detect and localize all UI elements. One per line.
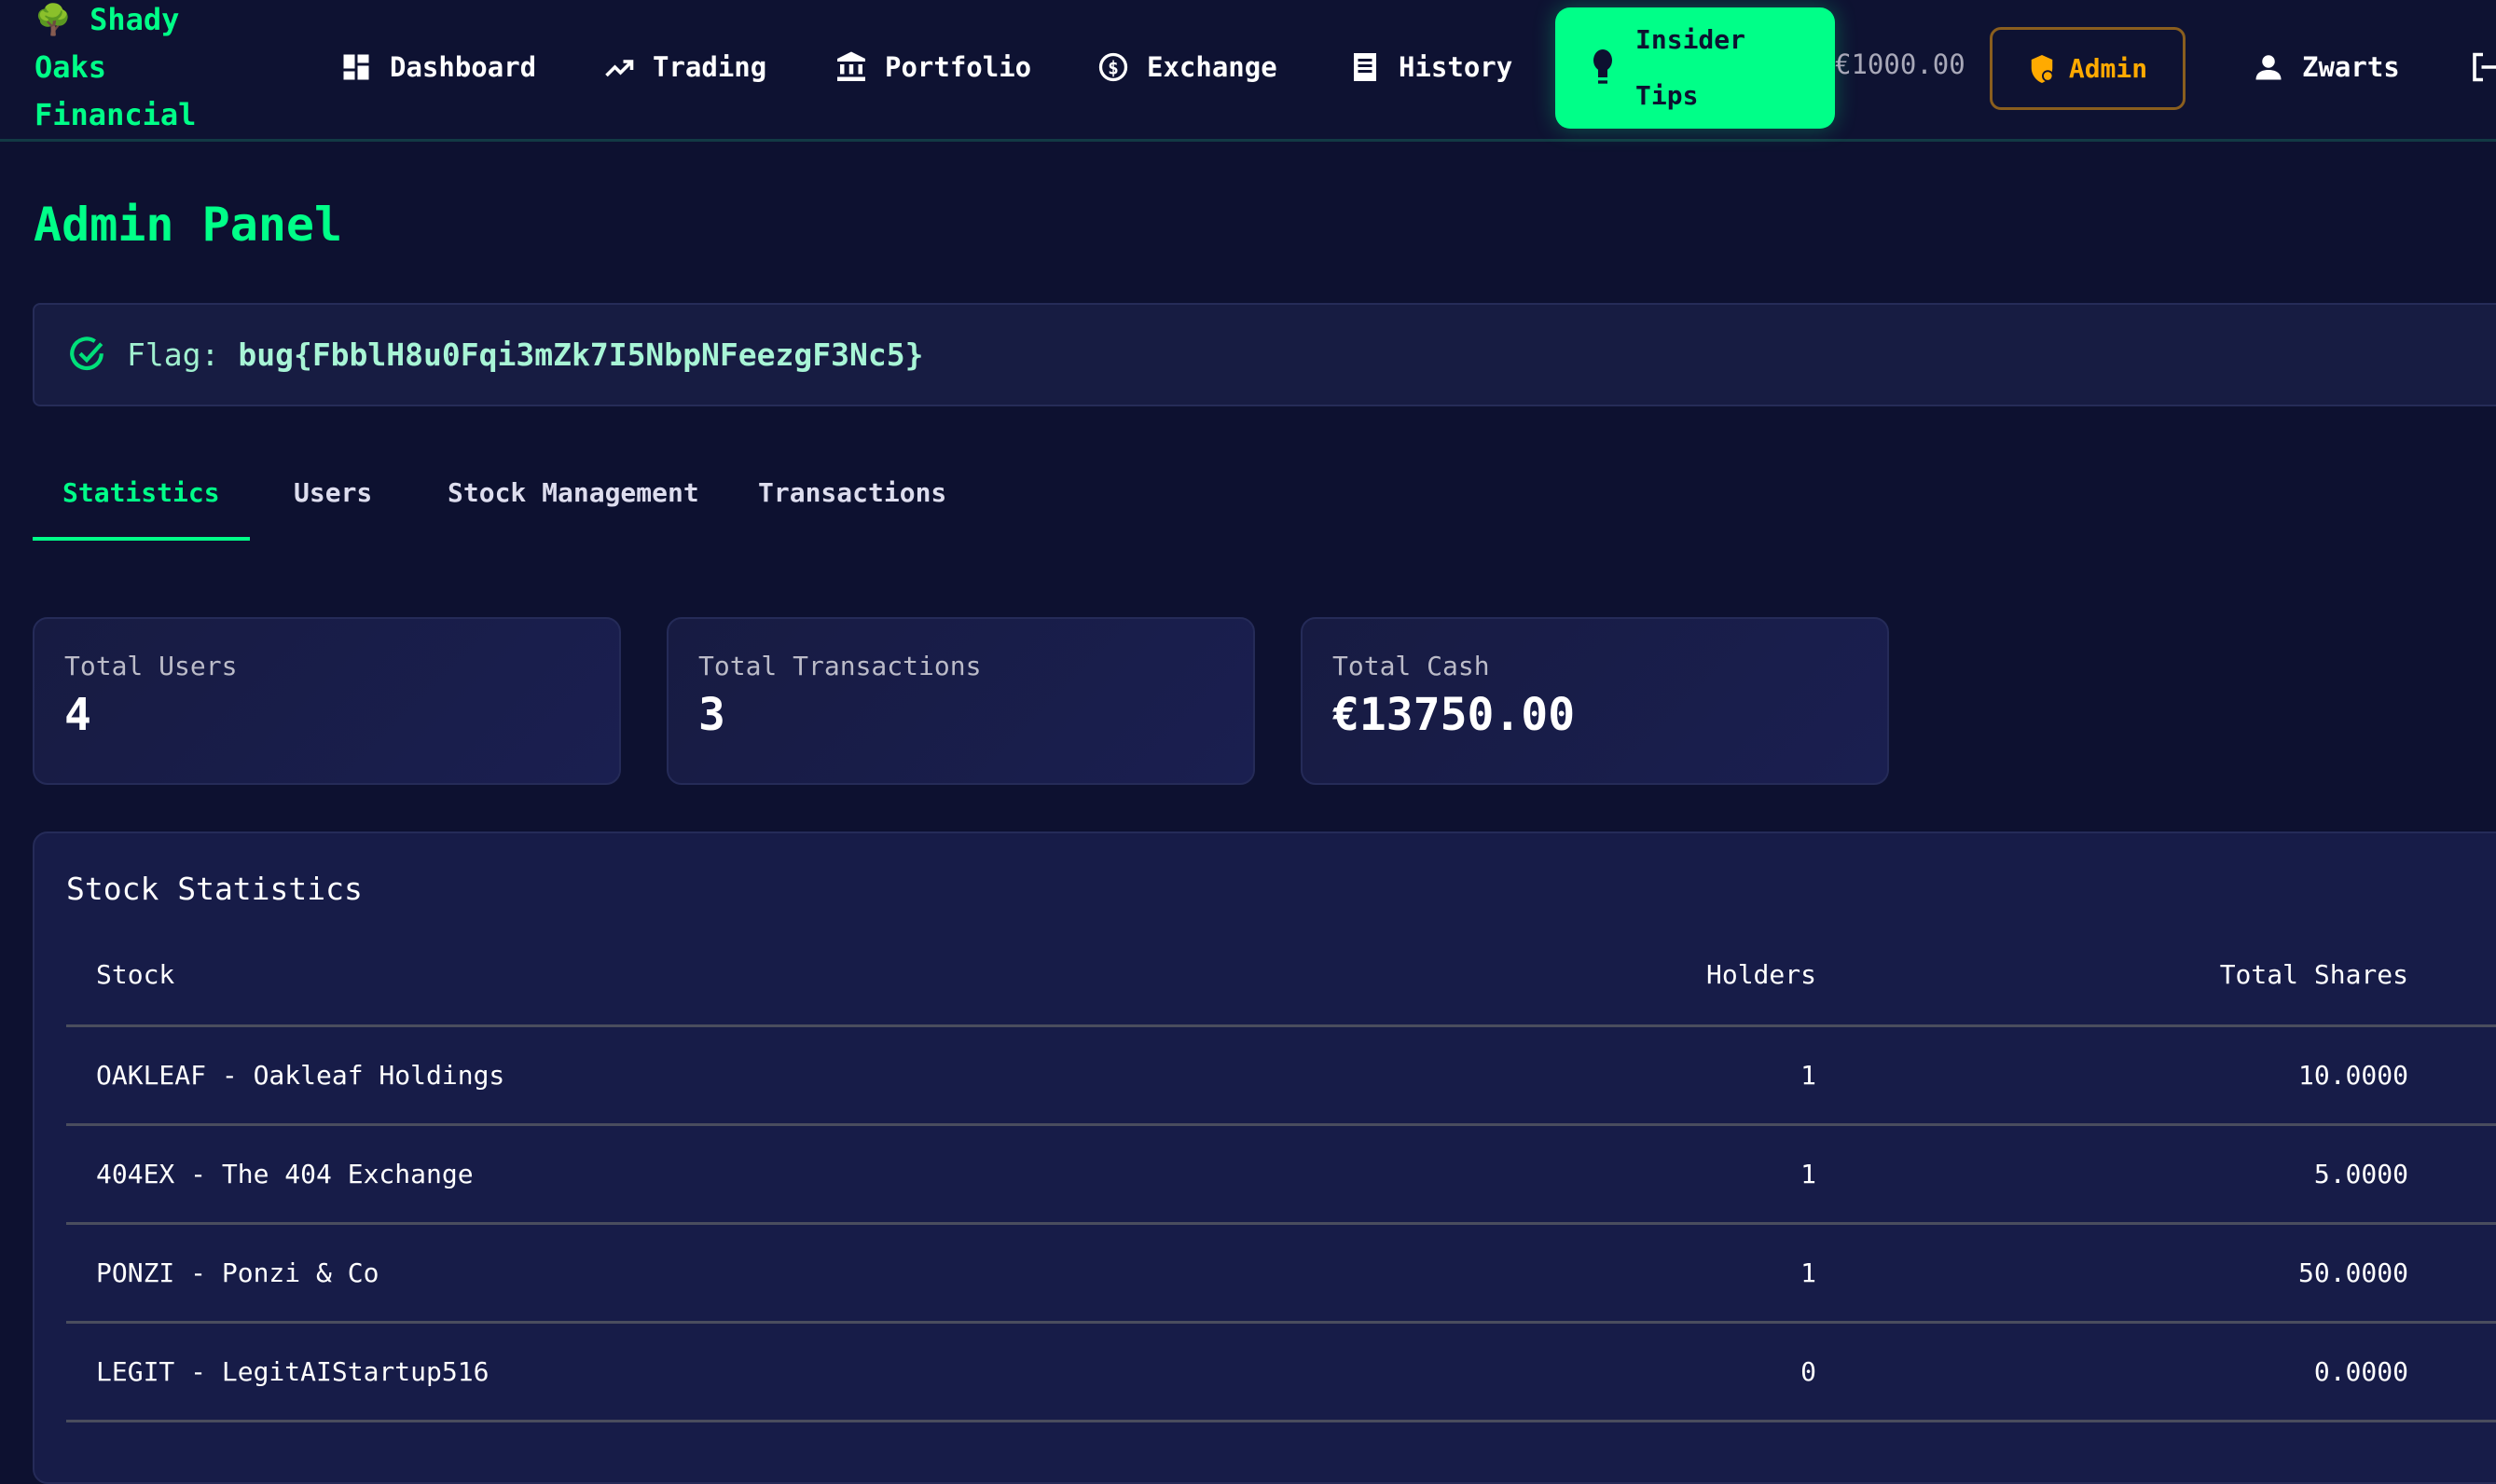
logout-button[interactable] xyxy=(2469,45,2496,89)
stock-cell: PONZI - Ponzi & Co xyxy=(96,1257,379,1288)
table-row: PONZI - Ponzi & Co 1 50.0000 xyxy=(66,1223,2496,1322)
header-total-shares: Total Shares xyxy=(2219,958,2408,990)
lightbulb-icon xyxy=(1593,49,1612,84)
table-row: LEGIT - LegitAIStartup516 0 0.0000 xyxy=(66,1322,2496,1421)
tree-icon: 🌳 xyxy=(34,2,72,37)
stat-card-total-transactions: Total Transactions 3 xyxy=(667,617,1255,785)
table-row: 404EX - The 404 Exchange 1 5.0000 xyxy=(66,1124,2496,1223)
receipt-icon xyxy=(1354,53,1376,81)
total-shares-cell: 5.0000 xyxy=(2313,1158,2408,1189)
nav-dashboard[interactable]: Dashboard xyxy=(339,45,536,89)
stat-card-total-cash: Total Cash €13750.00 xyxy=(1301,617,1889,785)
stock-statistics-table: Stock Holders Total Shares OAKLEAF - Oak… xyxy=(66,925,2496,1422)
insider-tips-button[interactable]: Insider Tips xyxy=(1555,7,1835,129)
header-stock: Stock xyxy=(96,958,175,990)
total-shares-cell: 10.0000 xyxy=(2297,1059,2408,1091)
check-circle-icon xyxy=(70,336,103,370)
brand-logo[interactable]: 🌳 Shady Oaks Financial xyxy=(34,2,197,132)
header-holders: Holders xyxy=(1705,958,1816,990)
stat-card-total-users: Total Users 4 xyxy=(33,617,621,785)
user-icon xyxy=(2255,55,2282,80)
total-shares-cell: 0.0000 xyxy=(2313,1355,2408,1387)
cash-balance: €1000.00 xyxy=(1835,48,1965,80)
flag-value: bug{FbblH8u0Fqi3mZk7I5NbpNFeezgF3Nc5} xyxy=(238,337,924,373)
stock-cell: OAKLEAF - Oakleaf Holdings xyxy=(96,1059,505,1091)
tab-users[interactable]: Users xyxy=(294,477,373,508)
active-tab-indicator xyxy=(33,537,250,541)
nav-trading[interactable]: Trading xyxy=(602,45,766,89)
holders-cell: 1 xyxy=(1800,1059,1816,1091)
logout-icon xyxy=(2473,52,2496,82)
flag-label: Flag: xyxy=(127,337,220,373)
flag-banner: Flag: bug{FbblH8u0Fqi3mZk7I5NbpNFeezgF3N… xyxy=(33,303,2496,406)
table-row: OAKLEAF - Oakleaf Holdings 1 10.0000 xyxy=(66,1025,2496,1124)
holders-cell: 1 xyxy=(1800,1257,1816,1288)
bank-icon xyxy=(837,51,865,81)
dashboard-icon xyxy=(343,54,369,80)
svg-text:$: $ xyxy=(1108,58,1119,79)
nav-history[interactable]: History xyxy=(1348,45,1512,89)
currency-exchange-icon: $ xyxy=(1098,52,1128,82)
holders-cell: 0 xyxy=(1800,1355,1816,1387)
user-profile[interactable]: Zwarts xyxy=(2252,45,2400,89)
page-title: Admin Panel xyxy=(34,198,343,252)
holders-cell: 1 xyxy=(1800,1158,1816,1189)
admin-button[interactable]: Admin xyxy=(1990,27,2186,110)
tab-statistics[interactable]: Statistics xyxy=(62,477,220,508)
stock-statistics-panel: Stock Statistics Stock Holders Total Sha… xyxy=(33,831,2496,1484)
tab-transactions[interactable]: Transactions xyxy=(758,477,947,508)
trending-up-icon xyxy=(605,60,634,77)
panel-title: Stock Statistics xyxy=(66,871,363,907)
nav-exchange[interactable]: $ Exchange xyxy=(1096,45,1277,89)
total-shares-cell: 50.0000 xyxy=(2297,1257,2408,1288)
stock-cell: LEGIT - LegitAIStartup516 xyxy=(96,1355,490,1387)
top-navbar: 🌳 Shady Oaks Financial Dashboard Trading… xyxy=(0,0,2496,142)
nav-portfolio[interactable]: Portfolio xyxy=(834,45,1031,89)
admin-shield-icon xyxy=(2031,54,2054,83)
stock-cell: 404EX - The 404 Exchange xyxy=(96,1158,474,1189)
tab-stock-management[interactable]: Stock Management xyxy=(448,477,699,508)
